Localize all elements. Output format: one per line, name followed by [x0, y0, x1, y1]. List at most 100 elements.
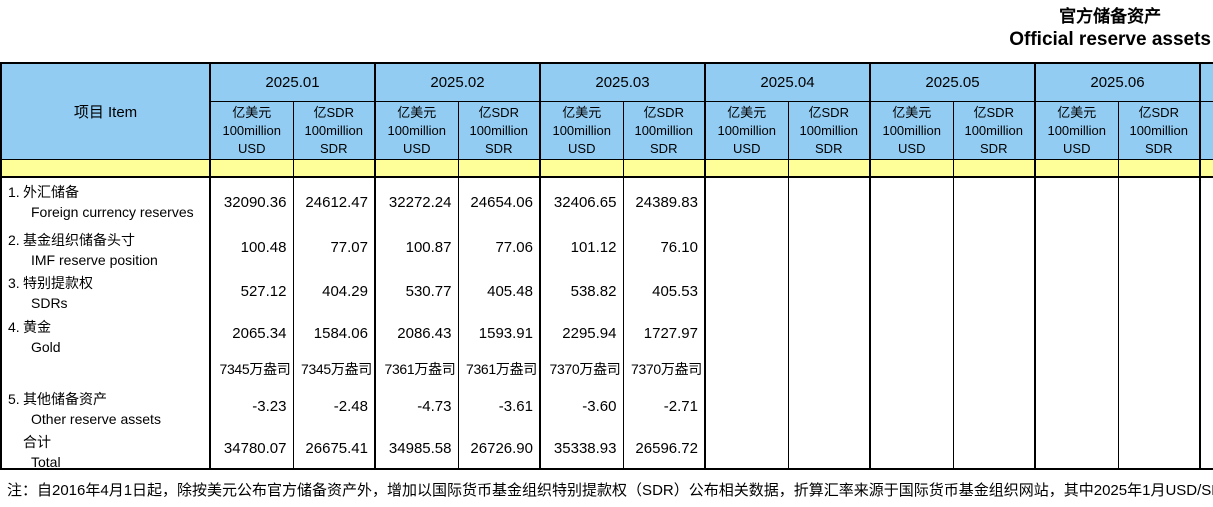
value-cell — [1119, 226, 1201, 269]
value-cell — [706, 313, 789, 353]
value-cell: 34780.07 — [211, 428, 294, 468]
value-cell — [1036, 178, 1119, 226]
column-header-month: 2025.01 — [211, 64, 376, 102]
value-cell — [706, 178, 789, 226]
title-english: Official reserve assets — [1009, 29, 1211, 50]
unit-header-sdr: 亿SDR 100million SDR — [953, 102, 1036, 160]
value-cell — [871, 428, 954, 468]
value-cell — [706, 269, 789, 313]
value-cell: 77.07 — [294, 226, 376, 269]
value-cell — [871, 313, 954, 353]
value-cell: 26675.41 — [294, 428, 376, 468]
value-cell — [789, 428, 871, 468]
column-header-month: 2025.04 — [706, 64, 871, 102]
column-header-item: 项目 Item — [2, 64, 211, 160]
value-cell — [1119, 313, 1201, 353]
table-row: 2. 基金组织储备头寸 IMF reserve position 100.48 7… — [2, 226, 1213, 269]
value-cell: 527.12 — [211, 269, 294, 313]
row-label — [2, 353, 211, 385]
row-label: 4. 黄金 Gold — [2, 313, 211, 353]
value-cell — [1036, 313, 1119, 353]
row-label: 3. 特别提款权 SDRs — [2, 269, 211, 313]
value-cell: 77.06 — [459, 226, 541, 269]
value-cell: 34985.58 — [376, 428, 459, 468]
value-cell: 530.77 — [376, 269, 459, 313]
row-label: 合计 Total — [2, 428, 211, 468]
value-cell: 7345万盎司 — [294, 353, 376, 385]
value-cell — [871, 226, 954, 269]
value-cell — [1201, 226, 1213, 269]
column-header-month-partial — [1201, 64, 1213, 102]
value-cell: -3.23 — [211, 385, 294, 428]
unit-header-usd-partial: 亿美元 100million USD — [1201, 102, 1213, 160]
value-cell — [789, 178, 871, 226]
table-row-total: 合计 Total 34780.07 26675.41 34985.58 2672… — [2, 428, 1213, 468]
footnote: 注：自2016年4月1日起，除按美元公布官方储备资产外，增加以国际货币基金组织特… — [7, 482, 1213, 499]
row-label: 1. 外汇储备 Foreign currency reserves — [2, 178, 211, 226]
value-cell: -3.61 — [459, 385, 541, 428]
value-cell: 24389.83 — [624, 178, 706, 226]
value-cell — [1201, 313, 1213, 353]
value-cell — [789, 226, 871, 269]
value-cell — [954, 178, 1036, 226]
reserve-assets-table: 项目 Item 2025.01 2025.02 2025.03 2025.04 … — [0, 62, 1213, 470]
value-cell: 76.10 — [624, 226, 706, 269]
title-chinese: 官方储备资产 — [1059, 7, 1162, 27]
table-row: 5. 其他储备资产 Other reserve assets -3.23 -2.4… — [2, 385, 1213, 428]
value-cell — [871, 269, 954, 313]
value-cell: -2.71 — [624, 385, 706, 428]
value-cell: 538.82 — [541, 269, 624, 313]
unit-header-usd: 亿美元 100million USD — [1036, 102, 1119, 160]
unit-header-usd: 亿美元 100million USD — [211, 102, 294, 160]
value-cell — [789, 353, 871, 385]
value-cell: 24654.06 — [459, 178, 541, 226]
value-cell — [871, 178, 954, 226]
column-header-month: 2025.05 — [871, 64, 1036, 102]
value-cell — [1201, 353, 1213, 385]
value-cell — [1201, 385, 1213, 428]
value-cell: 26726.90 — [459, 428, 541, 468]
unit-header-sdr: 亿SDR 100million SDR — [293, 102, 376, 160]
value-cell: 7361万盎司 — [459, 353, 541, 385]
value-cell — [706, 353, 789, 385]
value-cell — [871, 353, 954, 385]
row-label: 2. 基金组织储备头寸 IMF reserve position — [2, 226, 211, 269]
value-cell — [1036, 353, 1119, 385]
table-row: 3. 特别提款权 SDRs 527.12 404.29 530.77 405.48… — [2, 269, 1213, 313]
table-row-gold-ounces: 7345万盎司 7345万盎司 7361万盎司 7361万盎司 7370万盎司 … — [2, 353, 1213, 385]
table-row: 1. 外汇储备 Foreign currency reserves 32090.3… — [2, 178, 1213, 226]
unit-header-sdr: 亿SDR 100million SDR — [458, 102, 541, 160]
value-cell — [954, 226, 1036, 269]
value-cell — [789, 313, 871, 353]
column-header-month: 2025.06 — [1036, 64, 1201, 102]
value-cell: 32272.24 — [376, 178, 459, 226]
unit-header-usd: 亿美元 100million USD — [541, 102, 624, 160]
value-cell: -2.48 — [294, 385, 376, 428]
value-cell — [1119, 385, 1201, 428]
value-cell — [706, 226, 789, 269]
value-cell — [954, 353, 1036, 385]
value-cell: 100.48 — [211, 226, 294, 269]
value-cell — [1036, 269, 1119, 313]
value-cell — [1119, 269, 1201, 313]
value-cell: 7370万盎司 — [541, 353, 624, 385]
value-cell: 32406.65 — [541, 178, 624, 226]
value-cell: 7361万盎司 — [376, 353, 459, 385]
separator-band — [2, 160, 1213, 178]
value-cell: -3.60 — [541, 385, 624, 428]
value-cell: 404.29 — [294, 269, 376, 313]
value-cell — [1119, 178, 1201, 226]
unit-header-sdr: 亿SDR 100million SDR — [623, 102, 706, 160]
value-cell: 7345万盎司 — [211, 353, 294, 385]
value-cell: 2295.94 — [541, 313, 624, 353]
table-row: 4. 黄金 Gold 2065.34 1584.06 2086.43 1593.9… — [2, 313, 1213, 353]
table-header-units: 亿美元 100million USD 亿SDR 100million SDR 亿… — [211, 102, 1213, 160]
value-cell — [954, 269, 1036, 313]
value-cell: 32090.36 — [211, 178, 294, 226]
value-cell — [1036, 428, 1119, 468]
value-cell — [954, 385, 1036, 428]
value-cell — [954, 313, 1036, 353]
value-cell — [1036, 226, 1119, 269]
column-header-month: 2025.02 — [376, 64, 541, 102]
